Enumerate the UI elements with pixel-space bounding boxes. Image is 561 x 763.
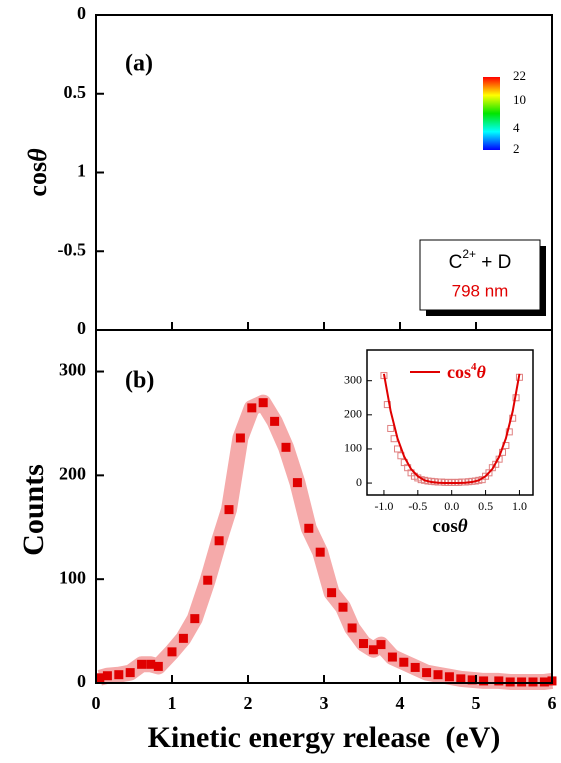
data-point (304, 523, 314, 533)
y-tick-label: 1 (77, 161, 86, 181)
y-axis-label-part: θ (23, 148, 52, 162)
data-point (235, 433, 245, 443)
data-point (146, 659, 156, 669)
y-tick-label: 200 (59, 463, 86, 483)
x-axis-label: Kinetic energy release (eV) (148, 721, 501, 754)
y-tick-label: 0 (77, 3, 86, 23)
data-point (203, 575, 213, 585)
y-tick-label: 100 (59, 567, 86, 587)
x-tick-label: 5 (472, 693, 481, 713)
data-point (479, 676, 489, 686)
data-point (281, 442, 291, 452)
inset-x-tick-label: 0.0 (444, 499, 459, 513)
inset-x-tick-label: -1.0 (374, 499, 393, 513)
inset-x-tick-label: -0.5 (408, 499, 427, 513)
inset-frame (366, 349, 534, 496)
data-point (95, 673, 105, 683)
legend-label-part: 4 (471, 361, 477, 373)
data-point (387, 652, 397, 662)
colorbar-label: 10 (513, 92, 526, 107)
x-tick-label: 6 (548, 693, 557, 713)
y-tick-label: 0.5 (64, 82, 87, 102)
data-point (399, 657, 409, 667)
data-point (247, 403, 257, 413)
legend-box (419, 239, 541, 311)
inset-y-tick-label: 300 (344, 372, 362, 386)
y-axis-label: Counts (17, 464, 50, 556)
legend-charge: 2+ (462, 247, 476, 261)
data-point (422, 668, 432, 678)
data-point (137, 659, 147, 669)
y-tick-label: 0 (77, 671, 86, 691)
data-point (214, 536, 224, 546)
legend-rest: + D (476, 252, 511, 273)
legend-species: C2+ + D (449, 247, 512, 273)
panel-label: (b) (125, 368, 154, 394)
data-point (467, 675, 477, 685)
data-point (410, 662, 420, 672)
data-point (125, 668, 135, 678)
y-tick-label: 0 (77, 318, 86, 338)
y-tick-label: -0.5 (58, 239, 87, 259)
inset-y-tick-label: 200 (344, 407, 362, 421)
inset-bg (367, 350, 533, 495)
data-point (114, 670, 124, 680)
data-point (190, 614, 200, 624)
data-point (327, 588, 337, 598)
panel-label: (a) (125, 51, 153, 77)
inset-x-label-part: cos (432, 516, 457, 537)
x-tick-label: 1 (168, 693, 177, 713)
x-tick-label: 2 (244, 693, 253, 713)
data-point (505, 677, 515, 687)
y-axis-label: cosθ (23, 148, 52, 197)
legend-label-part: cos (447, 362, 471, 382)
legend-wavelength: 798 nm (452, 281, 509, 300)
data-point (347, 623, 357, 633)
data-point (292, 478, 302, 488)
data-point (539, 677, 549, 687)
legend-label-part: θ (477, 362, 487, 382)
data-point (528, 677, 538, 687)
data-point (456, 674, 466, 684)
data-point (517, 677, 527, 687)
colorbar (483, 77, 500, 150)
y-axis-label-part: cos (23, 162, 52, 197)
data-point (433, 670, 443, 680)
data-point (102, 671, 112, 681)
fit-curve (382, 373, 521, 485)
inset-point (387, 424, 395, 432)
data-point (315, 547, 325, 557)
inset-x-tick-label: 1.0 (512, 499, 527, 513)
colorbar-label: 4 (513, 120, 520, 135)
inset-x-label: cosθ (432, 516, 467, 537)
data-point (338, 602, 348, 612)
data-point (494, 676, 504, 686)
x-tick-label: 0 (92, 693, 101, 713)
data-point (376, 640, 386, 650)
x-tick-label: 3 (320, 693, 329, 713)
inset-x-label-part: θ (458, 516, 468, 537)
data-point (178, 633, 188, 643)
colorbar-label: 2 (513, 141, 520, 156)
inset-y-tick-label: 100 (344, 441, 362, 455)
data-point (368, 645, 378, 655)
data-point (258, 398, 268, 408)
data-point (153, 661, 163, 671)
inset-x-tick-label: 0.5 (478, 499, 493, 513)
data-point (167, 647, 177, 657)
colorbar-label: 22 (513, 68, 526, 83)
inset-y-tick-label: 0 (356, 475, 362, 489)
data-point (359, 639, 369, 649)
x-tick-label: 4 (396, 693, 405, 713)
legend-species: C (449, 252, 463, 273)
y-tick-label: 300 (59, 360, 86, 380)
legend-label: cos4θ (447, 361, 487, 383)
data-point (270, 416, 280, 426)
data-point (444, 672, 454, 682)
data-point (224, 505, 234, 515)
